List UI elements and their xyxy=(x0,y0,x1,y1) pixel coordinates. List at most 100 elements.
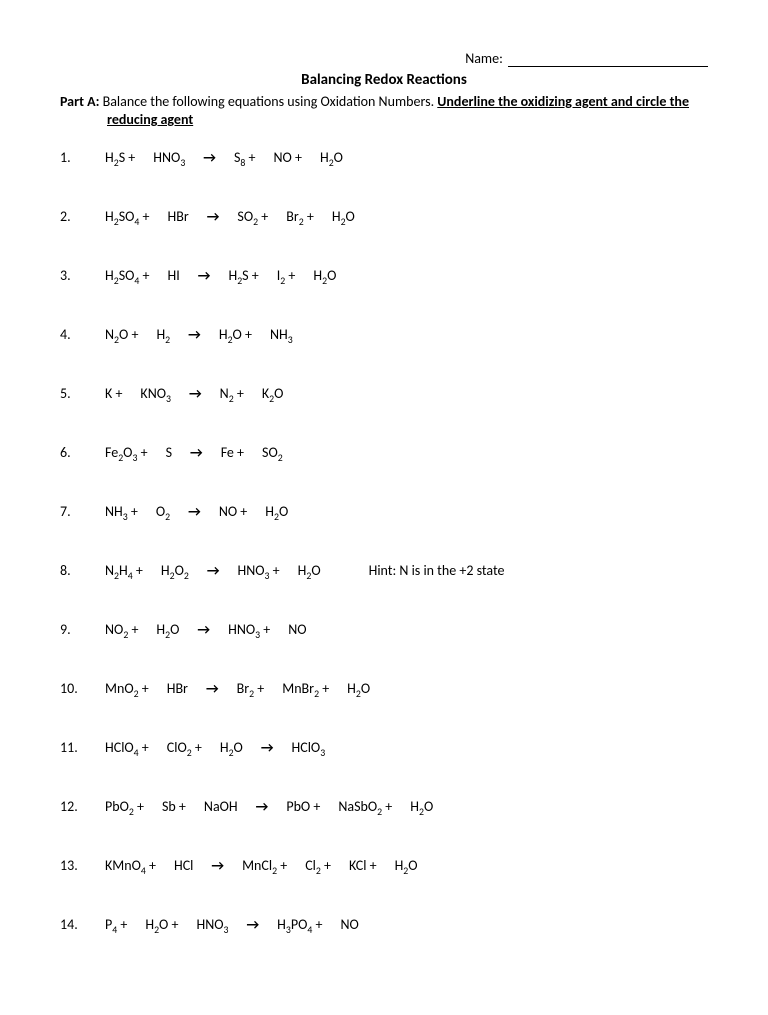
equation: KMnO4 +HCl→MnCl2 +Cl2 +KCl +H2O xyxy=(105,857,436,874)
chem-term: HClO3 xyxy=(292,739,326,756)
chem-term: SO2 xyxy=(262,444,283,461)
arrow-icon: → xyxy=(203,149,216,166)
problem-number: 9. xyxy=(60,621,105,638)
chem-term: O2 xyxy=(156,503,170,520)
chem-term: H2O xyxy=(298,562,321,579)
chem-term: HNO3 xyxy=(153,149,185,166)
equation: PbO2 +Sb +NaOH→PbO +NaSbO2 +H2O xyxy=(105,798,451,815)
chem-term: HCl xyxy=(174,857,193,874)
chem-term: HNO3 xyxy=(196,916,228,933)
chem-term: MnO2 + xyxy=(105,680,149,697)
chem-term: Br2 + xyxy=(286,208,314,225)
chem-term: H2O xyxy=(156,621,179,638)
chem-term: P4 + xyxy=(105,916,127,933)
chem-term: H2O xyxy=(265,503,288,520)
chem-term: KMnO4 + xyxy=(105,857,156,874)
problem-number: 3. xyxy=(60,267,105,284)
equation: HClO4 +ClO2 +H2O→HClO3 xyxy=(105,739,343,756)
chem-term: ClO2 + xyxy=(167,739,202,756)
chem-term: H2O xyxy=(347,680,370,697)
problem-row: 13.KMnO4 +HCl→MnCl2 +Cl2 +KCl +H2O xyxy=(60,857,708,874)
instruction-text-1: Balance the following equations using Ox… xyxy=(99,93,437,110)
equation: NH3 +O2→NO +H2O xyxy=(105,503,306,520)
arrow-icon: → xyxy=(197,621,210,638)
problem-row: 4.N2O + H2 → H2O + NH3 xyxy=(60,326,708,343)
arrow-icon: → xyxy=(206,680,219,697)
chem-term: N2H4 + xyxy=(105,562,143,579)
equation: P4 +H2O +HNO3→H3PO4 +NO xyxy=(105,916,377,933)
equation: N2O + H2 → H2O + NH3 xyxy=(105,326,311,343)
chem-term: HClO4 + xyxy=(105,739,149,756)
equation: H2SO4 +HBr→SO2 +Br2 +H2O xyxy=(105,208,373,225)
chem-term: KNO3 xyxy=(140,385,171,402)
problem-number: 7. xyxy=(60,503,105,520)
chem-term: I2 + xyxy=(277,267,296,284)
chem-term: NO xyxy=(340,916,358,933)
arrow-icon: → xyxy=(198,267,211,284)
name-blank[interactable] xyxy=(508,66,708,67)
arrow-icon: → xyxy=(207,562,220,579)
arrow-icon: → xyxy=(246,916,259,933)
chem-term: HBr xyxy=(167,680,188,697)
problem-row: 7.NH3 +O2→NO +H2O xyxy=(60,503,708,520)
chem-term: Fe + xyxy=(221,444,244,461)
problem-number: 13. xyxy=(60,857,105,874)
chem-term: H2S + xyxy=(228,267,258,284)
problem-row: 1.H2S +HNO3→S8 +NO +H2O xyxy=(60,149,708,166)
chem-term: N2O + xyxy=(105,326,138,343)
chem-term: SO2 + xyxy=(237,208,268,225)
part-label: Part A: xyxy=(60,93,99,110)
chem-term: HBr xyxy=(168,208,189,225)
problem-row: 3.H2SO4 +HI→H2S +I2 +H2O xyxy=(60,267,708,284)
problem-number: 10. xyxy=(60,680,105,697)
name-label: Name: xyxy=(465,50,503,67)
chem-term: NO + xyxy=(274,149,302,166)
chem-term: Cl2 + xyxy=(305,857,331,874)
chem-term: S8 + xyxy=(234,149,256,166)
problem-number: 2. xyxy=(60,208,105,225)
problem-row: 5.K +KNO3→N2 +K2O xyxy=(60,385,708,402)
chem-term: NO xyxy=(288,621,306,638)
equation: H2SO4 +HI→H2S +I2 +H2O xyxy=(105,267,354,284)
equation: K +KNO3→N2 +K2O xyxy=(105,385,301,402)
instruction-underline-2: reducing agent xyxy=(60,111,193,128)
chem-term: Sb + xyxy=(162,798,186,815)
chem-term: MnBr2 + xyxy=(282,680,329,697)
chem-term: KCl + xyxy=(349,857,377,874)
chem-term: H2O xyxy=(320,149,343,166)
problem-row: 14.P4 +H2O +HNO3→H3PO4 +NO xyxy=(60,916,708,933)
chem-term: H2O + xyxy=(219,326,252,343)
page-title: Balancing Redox Reactions xyxy=(60,71,708,89)
problem-number: 14. xyxy=(60,916,105,933)
chem-term: H2 xyxy=(156,326,170,343)
problem-number: 12. xyxy=(60,798,105,815)
problem-number: 4. xyxy=(60,326,105,343)
equation: Fe2O3 +S→Fe +SO2 xyxy=(105,444,301,461)
arrow-icon: → xyxy=(207,208,220,225)
arrow-icon: → xyxy=(189,385,202,402)
instruction-underline-1: Underline the oxidizing agent and circle… xyxy=(437,93,689,110)
problem-number: 5. xyxy=(60,385,105,402)
chem-term: S xyxy=(166,444,172,461)
problem-row: 2.H2SO4 +HBr→SO2 +Br2 +H2O xyxy=(60,208,708,225)
worksheet-page: Name: Balancing Redox Reactions Part A: … xyxy=(0,0,768,1015)
chem-term: H2O xyxy=(410,798,433,815)
arrow-icon: → xyxy=(188,503,201,520)
problem-number: 1. xyxy=(60,149,105,166)
chem-term: NaSbO2 + xyxy=(338,798,392,815)
chem-term: H2O xyxy=(220,739,243,756)
hint-text: Hint: N is in the +2 state xyxy=(369,562,505,579)
arrow-icon: → xyxy=(211,857,224,874)
chem-term: HNO3 + xyxy=(228,621,270,638)
chem-term: NO + xyxy=(219,503,247,520)
chem-term: K + xyxy=(105,385,122,402)
arrow-icon: → xyxy=(188,326,201,343)
name-field-row: Name: xyxy=(60,50,708,67)
chem-term: Fe2O3 + xyxy=(105,444,148,461)
problem-number: 8. xyxy=(60,562,105,579)
equation: MnO2 +HBr→Br2 +MnBr2 +H2O xyxy=(105,680,388,697)
chem-term: H2O xyxy=(395,857,418,874)
chem-term: H2O + xyxy=(145,916,178,933)
equation: N2H4 +H2O2→HNO3 +H2OHint: N is in the +2… xyxy=(105,562,505,579)
chem-term: NH3 xyxy=(270,326,293,343)
